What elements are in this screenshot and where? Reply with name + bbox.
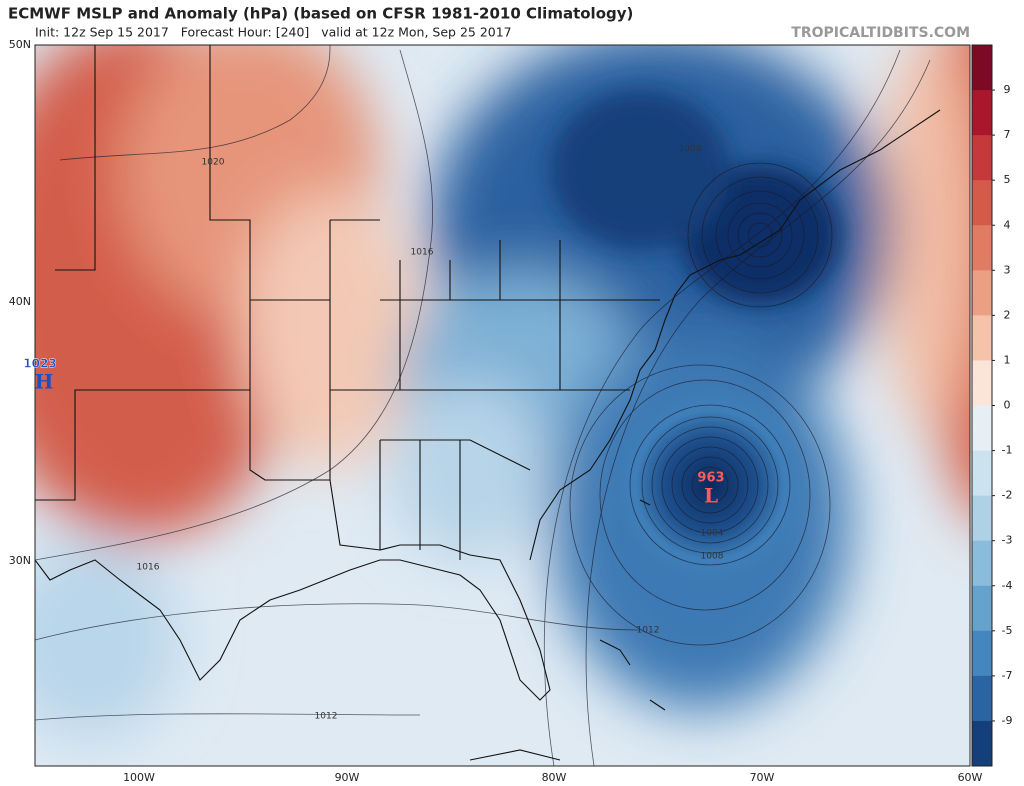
lon-label: 70W bbox=[750, 771, 775, 784]
contour-label: 1016 bbox=[137, 563, 160, 573]
colorbar-segment bbox=[972, 630, 992, 677]
colorbar-segment bbox=[972, 135, 992, 181]
low-symbol: L bbox=[704, 484, 718, 508]
contour-label: 1020 bbox=[202, 158, 225, 168]
colorbar-label: 3 bbox=[1004, 263, 1011, 276]
lat-label: 50N bbox=[9, 38, 31, 51]
contour-label: 1012 bbox=[637, 626, 660, 636]
lon-label: 100W bbox=[123, 771, 155, 784]
colorbar-label: 4 bbox=[1004, 218, 1011, 231]
colorbar-segment bbox=[972, 45, 992, 91]
colorbar-label: 0 bbox=[1004, 399, 1011, 412]
colorbar-label: -7 bbox=[1002, 669, 1013, 682]
lat-label: 30N bbox=[9, 554, 31, 567]
colorbar-segment bbox=[972, 360, 992, 406]
high-pressure: 1023 bbox=[23, 357, 56, 371]
colorbar-segment bbox=[972, 720, 992, 767]
colorbar-segment bbox=[972, 180, 992, 226]
contour-label: 1004 bbox=[701, 529, 724, 539]
contour-label: 1012 bbox=[315, 712, 338, 722]
low-pressure: 963 bbox=[697, 471, 724, 486]
high-symbol: H bbox=[35, 370, 54, 394]
colorbar-label: 9 bbox=[1004, 83, 1011, 96]
contour-label: 1008 bbox=[701, 552, 724, 562]
colorbar-label: -9 bbox=[1002, 714, 1013, 727]
colorbar-label: 2 bbox=[1004, 308, 1011, 321]
colorbar-segment bbox=[972, 90, 992, 136]
title: ECMWF MSLP and Anomaly (hPa) (based on C… bbox=[8, 5, 633, 23]
lon-label: 80W bbox=[542, 771, 567, 784]
colorbar-label: 1 bbox=[1004, 353, 1011, 366]
colorbar-label: -5 bbox=[1002, 624, 1013, 637]
credit: TROPICALTIDBITS.COM bbox=[791, 25, 970, 41]
lon-label: 90W bbox=[335, 771, 360, 784]
colorbar-segment bbox=[972, 315, 992, 361]
colorbar-segment bbox=[972, 675, 992, 722]
lat-label: 40N bbox=[9, 295, 31, 308]
colorbar-label: 5 bbox=[1004, 173, 1011, 186]
colorbar-label: -4 bbox=[1002, 579, 1013, 592]
colorbar-label: -2 bbox=[1002, 489, 1013, 502]
colorbar-segment bbox=[972, 225, 992, 271]
lon-label: 60W bbox=[958, 771, 983, 784]
colorbar-label: -3 bbox=[1002, 534, 1013, 547]
colorbar-segment bbox=[972, 540, 992, 587]
colorbar-label: -1 bbox=[1002, 444, 1013, 457]
contour-label: 1016 bbox=[411, 248, 434, 258]
subtitle: Init: 12z Sep 15 2017 Forecast Hour: [24… bbox=[35, 25, 512, 40]
colorbar-segment bbox=[972, 495, 992, 542]
colorbar-segment bbox=[972, 405, 992, 452]
contour-label: 1008 bbox=[679, 145, 702, 155]
colorbar-segment bbox=[972, 270, 992, 316]
colorbar-segment bbox=[972, 585, 992, 632]
colorbar-label: 7 bbox=[1004, 128, 1011, 141]
colorbar-segment bbox=[972, 450, 992, 497]
